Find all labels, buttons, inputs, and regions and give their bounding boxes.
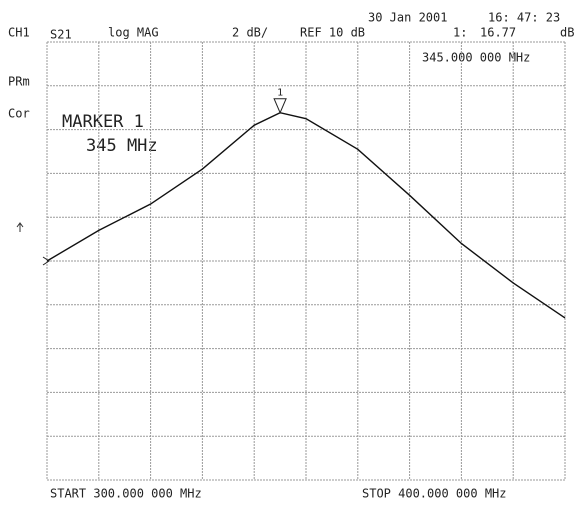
- marker-frequency: 345.000 000 MHz: [422, 51, 530, 65]
- time: 16: 47: 23: [488, 11, 560, 25]
- trace: [46, 112, 566, 319]
- stop-label: STOP 400.000 000 MHz: [362, 487, 507, 501]
- annotation: 345 MHz: [86, 136, 158, 156]
- annotation: MARKER 1: [62, 112, 144, 132]
- reference: REF 10 dB: [300, 26, 365, 40]
- reference-indicator: [42, 256, 50, 266]
- status: Cor: [8, 107, 30, 121]
- arrow-symbol: [16, 222, 24, 232]
- date: 30 Jan 2001: [368, 11, 447, 25]
- marker-label: 1: [277, 88, 283, 99]
- marker-readout-unit: dB: [560, 26, 574, 40]
- marker-readout-label: 1:: [453, 26, 467, 40]
- marker-readout-value: 16.77: [480, 26, 516, 40]
- status: PRm: [8, 75, 30, 89]
- scale: 2 dB/: [232, 26, 268, 40]
- channel: CH1: [8, 26, 30, 40]
- marker: [273, 98, 287, 115]
- format: log MAG: [108, 26, 159, 40]
- start-label: START 300.000 000 MHz: [50, 487, 202, 501]
- parameter: S21: [50, 28, 72, 42]
